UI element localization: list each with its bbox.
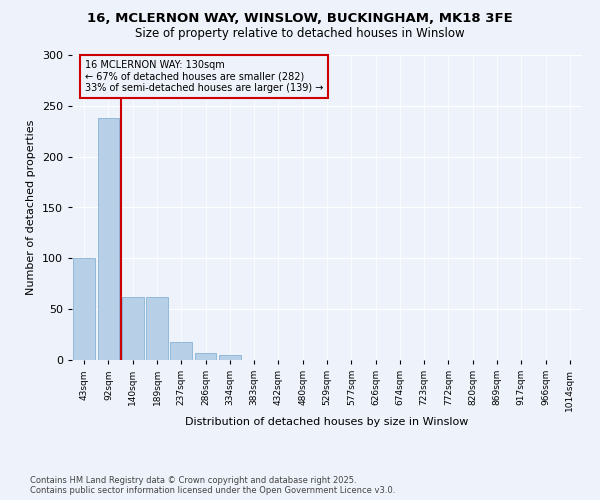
Text: 16 MCLERNON WAY: 130sqm
← 67% of detached houses are smaller (282)
33% of semi-d: 16 MCLERNON WAY: 130sqm ← 67% of detache…	[85, 60, 323, 94]
Text: 16, MCLERNON WAY, WINSLOW, BUCKINGHAM, MK18 3FE: 16, MCLERNON WAY, WINSLOW, BUCKINGHAM, M…	[87, 12, 513, 26]
X-axis label: Distribution of detached houses by size in Winslow: Distribution of detached houses by size …	[185, 416, 469, 426]
Bar	[194, 353, 217, 360]
Bar	[170, 342, 192, 360]
Bar	[146, 297, 168, 360]
Text: Size of property relative to detached houses in Winslow: Size of property relative to detached ho…	[135, 28, 465, 40]
Bar	[219, 355, 241, 360]
Bar	[97, 118, 119, 360]
Text: Contains HM Land Registry data © Crown copyright and database right 2025.
Contai: Contains HM Land Registry data © Crown c…	[30, 476, 395, 495]
Bar	[73, 258, 95, 360]
Y-axis label: Number of detached properties: Number of detached properties	[26, 120, 36, 295]
Bar	[122, 297, 143, 360]
